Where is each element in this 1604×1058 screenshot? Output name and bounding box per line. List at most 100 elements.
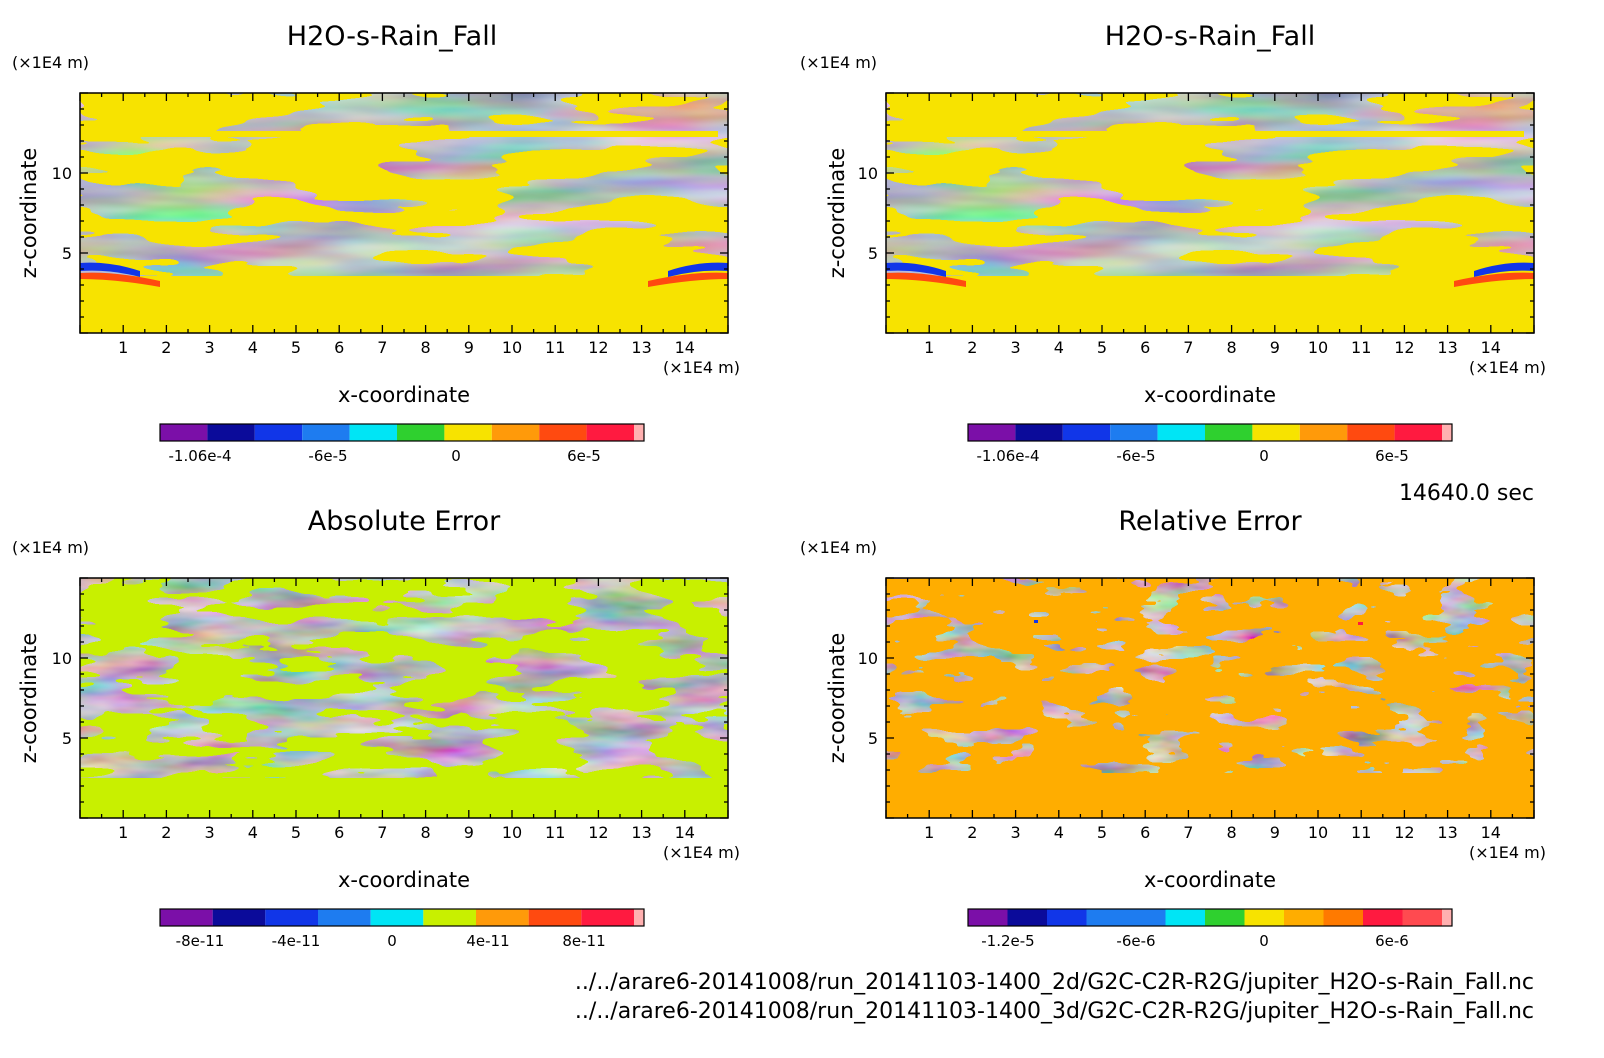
x-tick-label: 11 — [545, 823, 565, 842]
right-plume-blue — [1474, 262, 1534, 277]
right-plume-red — [1454, 272, 1534, 287]
colorbar-swatch — [254, 424, 303, 441]
x-ticks: 1 2 3 4 5 6 7 8 9 10 11 12 13 14 — [885, 93, 1535, 357]
x-tick-label: 9 — [1270, 338, 1280, 357]
x-tick-label: 6 — [1140, 338, 1150, 357]
y-axis-label: z-coordinate — [17, 148, 41, 279]
right-plume-red — [648, 272, 728, 287]
colorbar-swatch — [397, 424, 445, 441]
left-plume-blue — [80, 262, 140, 277]
x-tick-label: 12 — [588, 823, 608, 842]
y-tick-label: 10 — [858, 649, 878, 668]
x-tick-label: 12 — [1394, 338, 1414, 357]
x-tick-label: 4 — [1054, 823, 1064, 842]
x-tick-label: 3 — [205, 823, 215, 842]
x-tick-label: 4 — [1054, 338, 1064, 357]
colorbar-swatch — [302, 424, 350, 441]
colorbar-tick-label: -6e-6 — [1116, 932, 1155, 950]
colorbar-swatch — [212, 909, 266, 926]
colorbar-swatch — [1323, 909, 1363, 926]
x-unit-label: (×1E4 m) — [1469, 358, 1546, 377]
panel-title: H2O-s-Rain_Fall — [287, 21, 497, 52]
colorbar-swatch — [1442, 909, 1452, 926]
y-tick-label: 10 — [52, 164, 72, 183]
file-path-2: ../../arare6-20141008/run_20141103-1400_… — [575, 999, 1534, 1024]
colorbar-swatch — [265, 909, 318, 926]
y-ticks: 5 10 — [52, 577, 728, 819]
y-tick-label: 5 — [868, 729, 878, 748]
x-ticks: 1 2 3 4 5 6 7 8 9 10 11 12 13 14 — [79, 93, 729, 357]
colorbar-tick-label: 0 — [451, 447, 461, 465]
x-ticks: 1 2 3 4 5 6 7 8 9 10 11 12 13 14 — [885, 578, 1535, 842]
colorbar-tick-label: 6e-5 — [567, 447, 601, 465]
y-axis-label: z-coordinate — [825, 148, 849, 279]
colorbar-swatch — [160, 909, 213, 926]
colorbar-tick-label: 0 — [387, 932, 397, 950]
colorbar: -1.06e-4 -6e-5 0 6e-5 — [159, 423, 645, 465]
colorbar-tick-label: -1.06e-4 — [169, 447, 232, 465]
y-unit-label: (×1E4 m) — [12, 53, 89, 72]
x-tick-label: 9 — [1270, 823, 1280, 842]
x-tick-label: 13 — [631, 338, 651, 357]
colorbar-swatch — [1047, 909, 1087, 926]
x-tick-label: 12 — [588, 338, 608, 357]
colorbar-swatch — [1442, 424, 1452, 441]
x-tick-label: 2 — [967, 338, 977, 357]
colorbar-swatch — [634, 909, 644, 926]
x-tick-label: 8 — [421, 823, 431, 842]
x-tick-label: 2 — [967, 823, 977, 842]
x-tick-label: 8 — [1227, 338, 1237, 357]
colorbar-swatch — [1165, 909, 1205, 926]
colorbar-tick-label: 6e-6 — [1375, 932, 1409, 950]
x-tick-label: 10 — [502, 823, 522, 842]
colorbar-swatch — [1126, 909, 1166, 926]
time-label: 14640.0 sec — [1399, 481, 1534, 506]
colorbar-swatch — [581, 909, 634, 926]
x-unit-label: (×1E4 m) — [1469, 843, 1546, 862]
x-tick-label: 7 — [1183, 338, 1193, 357]
x-tick-label: 11 — [1351, 823, 1371, 842]
colorbar-swatch — [539, 424, 587, 441]
panel-bottom-right: Relative Error (×1E4 m) 1 2 3 4 5 6 7 8 9 10 11 12 1… — [800, 506, 1546, 950]
x-tick-label: 13 — [1437, 338, 1457, 357]
x-tick-label: 14 — [1481, 338, 1501, 357]
x-tick-label: 7 — [377, 338, 387, 357]
x-tick-label: 5 — [291, 823, 301, 842]
field-pattern — [80, 578, 728, 778]
colorbar-swatch — [1347, 424, 1395, 441]
colorbar-tick-label: -1.2e-5 — [981, 932, 1034, 950]
x-unit-label: (×1E4 m) — [663, 358, 740, 377]
panel-bottom-left: Absolute Error (×1E4 m) 1 2 3 4 5 6 7 8 9 10 11 12 1… — [12, 506, 740, 950]
x-tick-label: 14 — [675, 338, 695, 357]
colorbar-swatch — [318, 909, 371, 926]
right-plume-blue — [668, 262, 728, 277]
x-tick-label: 6 — [334, 338, 344, 357]
colorbar-swatch — [1086, 909, 1126, 926]
colorbar-swatch — [1015, 424, 1063, 441]
x-tick-label: 7 — [377, 823, 387, 842]
colorbar-frame — [967, 908, 1453, 927]
colorbar-frame — [967, 423, 1453, 442]
colorbar-tick-label: -8e-11 — [176, 932, 225, 950]
colorbar-swatch — [586, 424, 634, 441]
x-axis-label: x-coordinate — [338, 383, 470, 407]
colorbar-frame — [159, 908, 645, 927]
colorbar-swatch — [160, 424, 208, 441]
colorbar-tick-label: 6e-5 — [1375, 447, 1409, 465]
x-tick-label: 8 — [1227, 823, 1237, 842]
x-tick-label: 14 — [1481, 823, 1501, 842]
colorbar-swatch — [1394, 424, 1442, 441]
colorbar: -1.06e-4 -6e-5 0 6e-5 — [967, 423, 1453, 465]
x-tick-label: 2 — [161, 338, 171, 357]
x-tick-label: 3 — [205, 338, 215, 357]
field-pattern — [80, 93, 728, 293]
y-tick-label: 10 — [52, 649, 72, 668]
x-axis-label: x-coordinate — [1144, 383, 1276, 407]
panel-top-left: H2O-s-Rain_Fall (×1E4 m) 1 2 3 4 5 6 7 8 9 10 11 12… — [12, 21, 740, 465]
x-tick-label: 6 — [1140, 823, 1150, 842]
colorbar-swatch — [1363, 909, 1403, 926]
x-tick-label: 6 — [334, 823, 344, 842]
x-tick-label: 3 — [1011, 338, 1021, 357]
colorbar-swatch — [1007, 909, 1047, 926]
